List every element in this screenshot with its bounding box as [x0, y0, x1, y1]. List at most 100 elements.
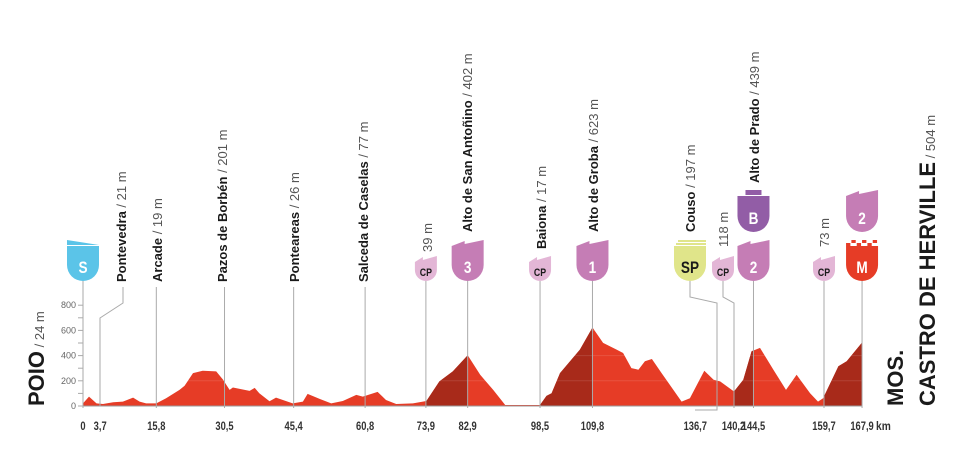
kom-badge: 2 — [846, 190, 879, 232]
x-unit-label: km — [876, 420, 891, 433]
place-altitude: 118 m — [716, 212, 731, 247]
place-label: Pazos de Borbén / 201 m — [215, 130, 230, 282]
badge-label: 1 — [589, 259, 597, 278]
mountain-flag-icon — [414, 256, 437, 262]
x-tick-label: 167,9 — [850, 420, 873, 433]
badge-label: CP — [818, 267, 831, 279]
x-tick-label: 15,8 — [147, 420, 165, 433]
mountain-flag-icon — [576, 240, 609, 246]
marker-badges: S CP 3 CP 1 SP CP 2 B CP M 2 — [67, 190, 879, 281]
x-tick-label: 3,7 — [94, 420, 107, 433]
start-name: POIO — [24, 351, 49, 406]
place-label: Salceda de Caselas / 77 m — [356, 122, 371, 282]
checkered-flag-icon — [872, 240, 878, 243]
place-altitude: / 402 m — [460, 53, 475, 100]
x-tick-label: 45,4 — [285, 420, 303, 433]
place-name: Couso — [683, 192, 698, 233]
badge-shield — [813, 262, 836, 281]
leader-line — [722, 281, 735, 408]
leader-line — [99, 287, 124, 406]
place-name: Pontevedra — [114, 210, 129, 282]
finish-town: MOS. — [883, 350, 908, 406]
badge-shield — [451, 246, 484, 281]
profile-area — [83, 327, 863, 406]
y-tick-label: 600 — [61, 325, 76, 335]
marker-lines — [82, 281, 863, 411]
mountain-flag-icon — [451, 240, 484, 246]
finish-label: CASTRO DE HERVILLE / 504 m — [915, 115, 940, 406]
y-tick-label: 800 — [61, 300, 76, 310]
mountain-flag-icon — [529, 256, 552, 262]
place-label: 39 m — [420, 223, 435, 252]
place-name: Alto de San Antoñino — [460, 100, 475, 232]
place-altitude: / 439 m — [747, 52, 762, 99]
x-axis: 0 3,7 15,8 30,5 45,4 60,8 73,9 82,9 98,5 109,8 136… — [80, 420, 890, 433]
place-altitude: / 77 m — [356, 122, 371, 162]
place-label: Alto de Groba / 623 m — [586, 99, 601, 232]
bonus-badge: B — [737, 190, 770, 232]
mountain-flag-icon — [712, 256, 734, 262]
x-tick-label: 82,9 — [459, 420, 477, 433]
badge-label: 2 — [750, 259, 758, 278]
place-name: Ponteareas — [287, 212, 302, 282]
finish-name: CASTRO DE HERVILLE — [915, 162, 940, 406]
place-altitude: 73 m — [817, 218, 832, 247]
bonus-tab — [745, 190, 762, 195]
badge-shield — [414, 262, 437, 281]
cp-badge: CP — [813, 256, 836, 281]
place-label: 73 m — [817, 218, 832, 247]
badge-shield — [67, 246, 99, 281]
mountain-flag-icon — [813, 256, 836, 262]
place-name: Baiona — [534, 205, 549, 249]
place-label: Alto de San Antoñino / 402 m — [460, 53, 475, 232]
badge-shield — [576, 246, 609, 281]
place-name: Alto de Prado — [747, 98, 762, 183]
cp-badge: CP — [529, 256, 552, 281]
flag-icon — [67, 240, 99, 245]
badge-shield — [737, 196, 770, 232]
place-label: Alto de Prado / 439 m — [747, 52, 762, 183]
x-tick-label: 73,9 — [417, 420, 435, 433]
mountain-flag-icon — [846, 190, 879, 196]
badge-shield — [846, 246, 879, 281]
place-altitude: / 21 m — [114, 171, 129, 211]
x-tick-label: 60,8 — [356, 420, 374, 433]
place-altitude: / 19 m — [150, 198, 165, 238]
y-tick-label: 400 — [61, 351, 76, 361]
place-altitude: / 201 m — [215, 130, 230, 177]
leader-line — [689, 281, 718, 411]
place-name: Arcade — [150, 238, 165, 282]
cp-badge: CP — [712, 256, 734, 281]
y-tick-label: 200 — [61, 376, 76, 386]
place-altitude: / 197 m — [683, 145, 698, 192]
x-tick-label: 159,7 — [812, 420, 835, 433]
y-axis: 0 200 400 600 800 — [61, 298, 84, 411]
badge-label: M — [856, 259, 867, 278]
x-tick-label: 98,5 — [531, 420, 549, 433]
finish-altitude: / 504 m — [923, 115, 938, 162]
x-tick-label: 144,5 — [742, 420, 765, 433]
kom-badge: 2 — [737, 240, 770, 281]
sprint-stripe — [678, 240, 706, 242]
place-altitude: / 623 m — [586, 99, 601, 146]
sprint-stripe — [676, 243, 706, 245]
x-tick-label: 0 — [80, 420, 85, 433]
checkered-flag-icon — [867, 243, 872, 246]
place-label: Arcade / 19 m — [150, 198, 165, 282]
badge-shield — [737, 246, 770, 281]
badge-label: S — [78, 259, 87, 278]
checkered-flag-icon — [851, 240, 856, 243]
x-tick-label: 30,5 — [215, 420, 233, 433]
finish-badge: M — [846, 240, 879, 281]
start-label: POIO / 24 m — [24, 311, 49, 406]
badge-label: CP — [420, 267, 433, 279]
badge-label: CP — [534, 267, 547, 279]
x-tick-label: 136,7 — [684, 420, 707, 433]
place-altitude: / 26 m — [287, 172, 302, 212]
place-label: Ponteareas / 26 m — [287, 172, 302, 282]
place-labels: Pontevedra / 21 m Arcade / 19 m Pazos de B… — [114, 52, 832, 282]
checkered-flag-icon — [856, 243, 862, 246]
place-label: Pontevedra / 21 m — [114, 171, 129, 282]
place-name: Salceda de Caselas — [356, 161, 371, 282]
